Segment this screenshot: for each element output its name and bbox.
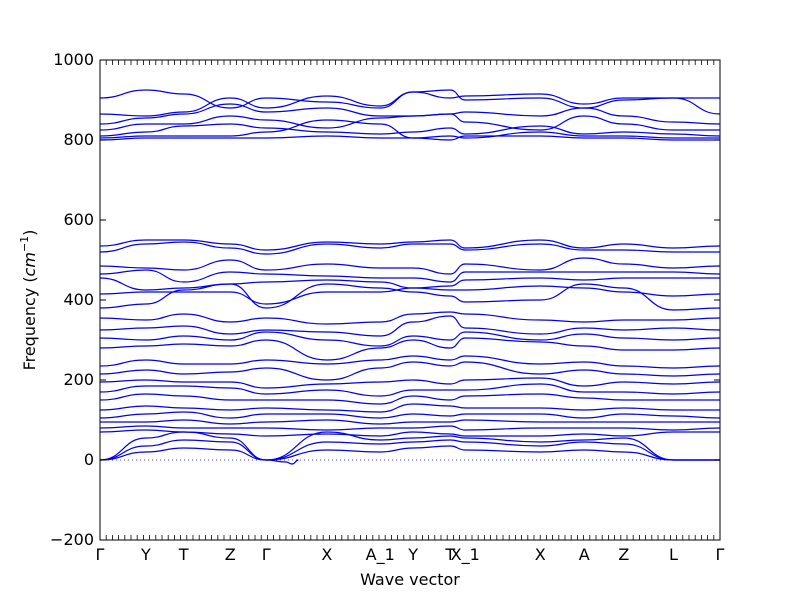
band-line: [99, 283, 721, 311]
y-tick-label: 1000: [53, 50, 94, 69]
y-axis-ticks: −200 0 200 400 600 800 1000: [50, 50, 720, 549]
y-tick-label: 0: [84, 450, 94, 469]
band-line: [99, 429, 720, 437]
x-axis-label: Wave vector: [360, 570, 460, 589]
band-line: [99, 361, 721, 381]
y-tick-label: −200: [50, 530, 94, 549]
band-line: [99, 119, 720, 139]
band-line: [99, 311, 721, 325]
y-tick-label: 600: [63, 210, 94, 229]
x-tick-label: X: [535, 545, 546, 564]
band-line: [99, 257, 721, 275]
x-tick-label: A: [579, 545, 590, 564]
x-tick-label: Γ: [96, 545, 105, 564]
band-line: [99, 315, 721, 337]
x-tick-label: Γ: [262, 545, 271, 564]
band-line: [99, 431, 720, 461]
y-axis-label: Frequency (cm−1): [18, 230, 39, 371]
band-line: [99, 239, 721, 251]
x-tick-label: Y: [140, 545, 151, 564]
band-line: [99, 113, 720, 131]
band-line: [99, 393, 720, 405]
x-tick-label: L: [669, 545, 678, 564]
x-tick-label: X_1: [451, 545, 480, 565]
band-line: [99, 269, 721, 283]
band-line: [99, 103, 721, 125]
band-line: [99, 445, 720, 461]
x-tick-label: Y: [407, 545, 418, 564]
y-tick-label: 800: [63, 130, 94, 149]
y-tick-label: 400: [63, 290, 94, 309]
y-tick-label: 200: [63, 370, 94, 389]
band-line: [99, 377, 721, 389]
band-line: [99, 355, 721, 369]
band-line: [99, 403, 720, 413]
x-tick-label: Z: [618, 545, 629, 564]
x-tick-label: X: [321, 545, 332, 564]
band-line: [99, 331, 721, 347]
band-line: [99, 135, 720, 141]
band-line: [99, 383, 721, 397]
x-tick-label: Z: [225, 545, 236, 564]
band-line: [99, 425, 721, 431]
band-line: [99, 285, 721, 305]
band-line: [99, 89, 721, 117]
band-lines: [99, 89, 721, 465]
band-line: [99, 411, 721, 419]
x-tick-label: T: [178, 545, 189, 564]
x-tick-label: T: [444, 545, 455, 564]
band-line: [99, 123, 721, 137]
band-line: [99, 439, 720, 461]
x-tick-label: A_1: [366, 545, 395, 565]
x-axis-ticks: Γ Y T Z Γ X A_1 Y TX_1 X A Z L Γ: [96, 60, 725, 565]
band-line: [99, 241, 720, 255]
soft-mode-line: [266, 459, 299, 465]
band-line: [99, 337, 721, 361]
x-tick-label: Γ: [716, 545, 725, 564]
band-line: [99, 419, 720, 425]
